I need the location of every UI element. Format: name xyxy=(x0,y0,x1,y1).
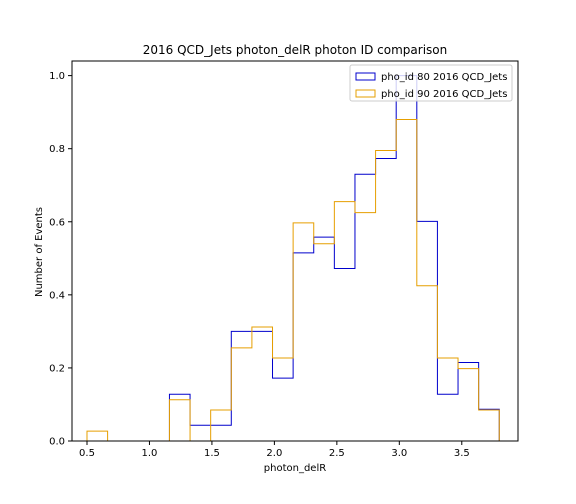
y-tick-label: 0.8 xyxy=(49,144,65,155)
series-1-step-line xyxy=(86,75,500,442)
legend-label: pho_id 90 2016 QCD_Jets xyxy=(381,89,507,100)
series-2-bin-9 xyxy=(252,327,273,441)
x-tick-label: 2.0 xyxy=(266,448,282,459)
y-axis: 0.0 0.2 0.4 0.6 0.8 1.0 xyxy=(49,71,72,448)
x-tick-label: 3.0 xyxy=(391,448,407,459)
y-tick-label: 1.0 xyxy=(49,71,65,82)
y-tick-label: 0.4 xyxy=(49,290,65,301)
x-tick-label: 2.5 xyxy=(329,448,345,459)
legend-swatch xyxy=(355,72,376,81)
x-tick-label: 0.5 xyxy=(79,448,95,459)
legend-label: pho_id 80 2016 QCD_Jets xyxy=(381,72,507,83)
series-2-bin-16 xyxy=(396,119,417,441)
series-2-bin-8 xyxy=(231,348,252,441)
y-axis-label: Number of Events xyxy=(34,207,45,297)
series-2-step-line xyxy=(86,118,500,442)
series-2-bin-12 xyxy=(314,244,335,441)
series-2 xyxy=(86,118,500,442)
legend: pho_id 80 2016 QCD_Jets pho_id 90 2016 QC… xyxy=(349,64,513,102)
series-2-bin-18 xyxy=(437,358,458,441)
series-2-bin-19 xyxy=(458,369,479,441)
series-2-bin-10 xyxy=(273,358,294,441)
series-2-bin-17 xyxy=(417,286,438,441)
x-tick-label: 1.5 xyxy=(204,448,220,459)
y-tick-label: 0.0 xyxy=(49,437,65,448)
series-2-bin-11 xyxy=(293,223,314,441)
series-2-bin-5 xyxy=(169,400,190,441)
x-tick-label: 3.5 xyxy=(454,448,470,459)
y-tick-label: 0.6 xyxy=(49,217,65,228)
series-1-bin-6 xyxy=(190,425,211,441)
series-1 xyxy=(86,75,500,442)
series-2-bin-14 xyxy=(355,213,376,441)
y-tick-label: 0.2 xyxy=(49,363,65,374)
legend-swatch xyxy=(355,89,376,98)
x-axis-label: photon_delR xyxy=(264,463,326,474)
legend-item: pho_id 90 2016 QCD_Jets xyxy=(355,89,507,100)
legend-item: pho_id 80 2016 QCD_Jets xyxy=(355,72,507,83)
legend-box xyxy=(349,64,513,102)
series-2-bin-13 xyxy=(334,202,355,441)
chart-title: 2016 QCD_Jets photon_delR photon ID comp… xyxy=(143,43,448,57)
series-2-bin-1 xyxy=(87,431,108,441)
series-2-bin-20 xyxy=(479,410,500,441)
series-layer xyxy=(86,75,500,442)
plot-frame xyxy=(71,60,519,442)
series-2-bin-15 xyxy=(376,151,397,441)
x-axis: 0.5 1.0 1.5 2.0 2.5 3.0 3.5 xyxy=(79,441,470,459)
series-2-bin-7 xyxy=(211,410,232,441)
x-tick-label: 1.0 xyxy=(142,448,158,459)
